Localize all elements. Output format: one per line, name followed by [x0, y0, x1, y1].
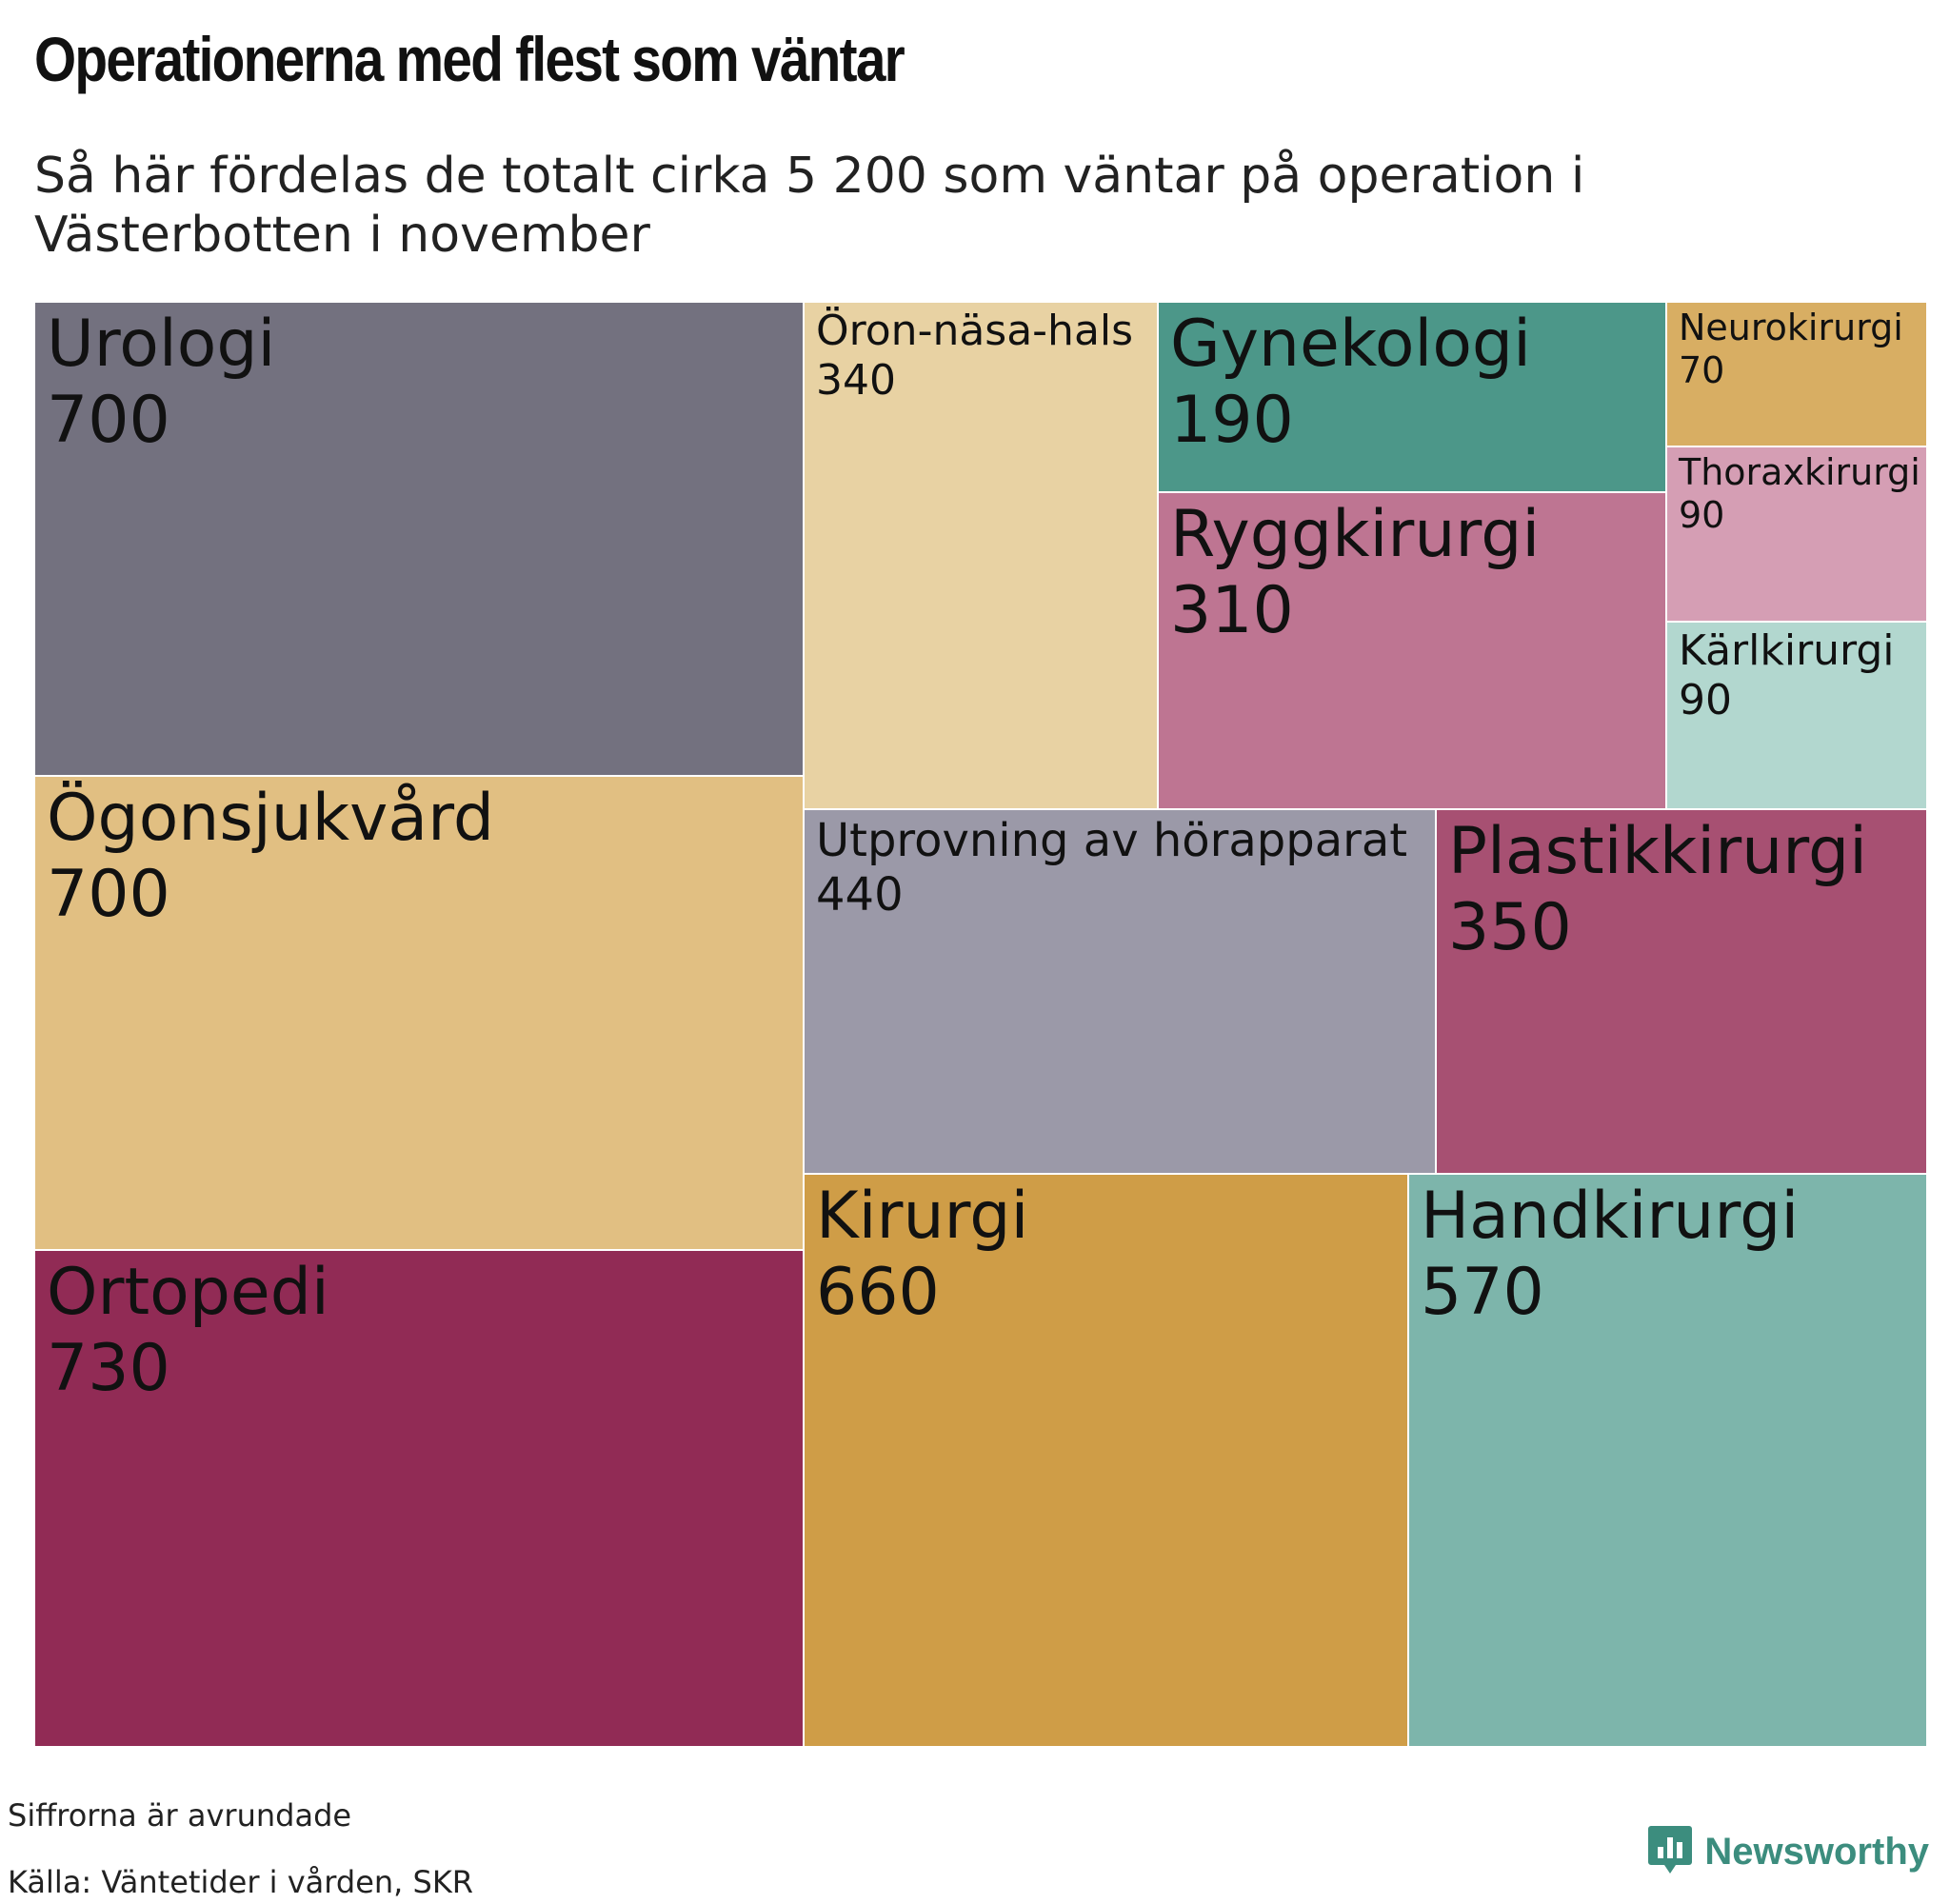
tile-name: Kirurgi	[816, 1179, 1029, 1254]
tile-urologi: Urologi 700	[34, 302, 804, 776]
tile-value: 570	[1421, 1255, 1544, 1330]
tile-kirurgi: Kirurgi 660	[804, 1174, 1408, 1747]
tile-name: Öron-näsa-hals	[816, 307, 1134, 355]
tile-name: Neurokirurgi	[1679, 307, 1903, 348]
tile-name: Handkirurgi	[1421, 1179, 1800, 1254]
tile-label: Handkirurgi 570	[1421, 1179, 1799, 1331]
tile-value: 440	[816, 868, 904, 922]
tile-name: Thoraxkirurgi	[1679, 451, 1920, 493]
tile-name: Urologi	[47, 307, 276, 382]
tile-label: Kärlkirurgi 90	[1679, 626, 1895, 725]
tile-label: Thoraxkirurgi 90	[1679, 451, 1920, 537]
tile-name: Utprovning av hörapparat	[816, 814, 1408, 867]
tile-value: 700	[47, 383, 170, 458]
tile-label: Ortopedi 730	[47, 1255, 329, 1407]
chart-subtitle: Så här fördelas de totalt cirka 5 200 so…	[34, 148, 1585, 264]
tile-utprovning-av-horapparat: Utprovning av hörapparat 440	[804, 809, 1436, 1174]
tile-label: Öron-näsa-hals 340	[816, 307, 1133, 406]
tile-label: Plastikkirurgi 350	[1448, 814, 1867, 966]
rounding-note: Siffrorna är avrundade	[8, 1797, 352, 1834]
tile-gynekologi: Gynekologi 190	[1158, 302, 1666, 492]
tile-label: Neurokirurgi 70	[1679, 307, 1903, 392]
tile-oron-nasa-hals: Öron-näsa-hals 340	[804, 302, 1158, 809]
tile-name: Kärlkirurgi	[1679, 626, 1895, 675]
tile-value: 70	[1679, 349, 1725, 391]
tile-value: 90	[1679, 494, 1725, 536]
tile-value: 730	[47, 1331, 170, 1406]
tile-label: Kirurgi 660	[816, 1179, 1028, 1331]
tile-label: Gynekologi 190	[1170, 307, 1531, 459]
tile-label: Urologi 700	[47, 307, 275, 459]
source-note: Källa: Väntetider i vården, SKR	[8, 1864, 474, 1900]
tile-label: Ryggkirurgi 310	[1170, 497, 1540, 649]
brand-name: Newsworthy	[1704, 1830, 1929, 1873]
tile-name: Plastikkirurgi	[1448, 814, 1868, 889]
tile-value: 350	[1448, 890, 1572, 965]
tile-value: 340	[816, 356, 896, 405]
tile-handkirurgi: Handkirurgi 570	[1408, 1174, 1927, 1747]
tile-name: Ortopedi	[47, 1255, 329, 1330]
tile-value: 660	[816, 1255, 940, 1330]
chart-title: Operationerna med flest som väntar	[34, 24, 905, 94]
tile-ryggkirurgi: Ryggkirurgi 310	[1158, 492, 1666, 809]
speech-bubble-bar-chart-icon	[1647, 1824, 1693, 1879]
tile-karlkirurgi: Kärlkirurgi 90	[1666, 622, 1927, 809]
tile-value: 190	[1170, 383, 1294, 458]
tile-value: 310	[1170, 573, 1294, 648]
tile-value: 700	[47, 857, 170, 932]
tile-value: 90	[1679, 676, 1732, 724]
tile-name: Ryggkirurgi	[1170, 497, 1541, 572]
tile-name: Ögonsjukvård	[47, 781, 495, 856]
tile-ortopedi: Ortopedi 730	[34, 1250, 804, 1747]
tile-name: Gynekologi	[1170, 307, 1531, 382]
tile-ogonsjukvard: Ögonsjukvård 700	[34, 776, 804, 1250]
tile-plastikkirurgi: Plastikkirurgi 350	[1436, 809, 1927, 1174]
tile-thoraxkirurgi: Thoraxkirurgi 90	[1666, 446, 1927, 622]
tile-neurokirurgi: Neurokirurgi 70	[1666, 302, 1927, 446]
newsworthy-logo: Newsworthy	[1647, 1824, 1929, 1879]
tile-label: Utprovning av hörapparat 440	[816, 814, 1407, 922]
tile-label: Ögonsjukvård 700	[47, 781, 494, 933]
